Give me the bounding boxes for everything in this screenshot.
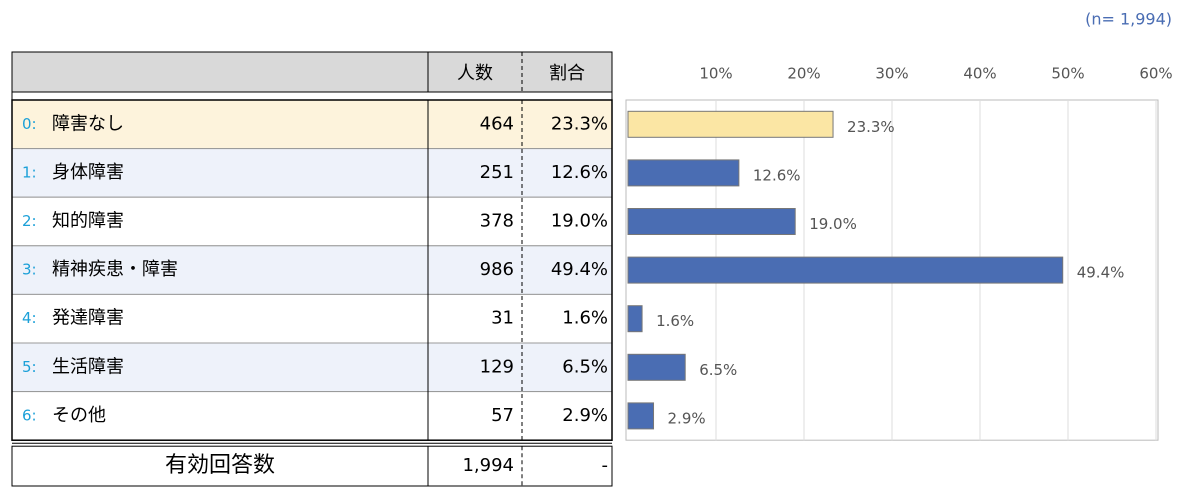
x-tick-label: 20% [787,65,820,83]
value-label: 12.6% [753,166,801,184]
row-count: 378 [480,211,514,232]
total-share: - [602,455,609,476]
value-label: 19.0% [809,215,857,233]
row-share: 2.9% [562,405,608,426]
row-count: 129 [480,356,514,377]
value-label: 49.4% [1077,264,1125,282]
bar [627,159,740,187]
row-label: 障害なし [52,113,124,134]
row-bg [11,293,613,344]
value-label: 23.3% [847,118,895,136]
bar [627,402,655,430]
row-count: 464 [480,113,514,134]
row-label: その他 [52,405,106,426]
row-share: 49.4% [551,259,608,280]
value-label: 2.9% [668,409,706,427]
value-label: 1.6% [656,312,694,330]
bar [627,110,834,138]
table-frame [11,99,613,441]
row-bg [11,245,613,295]
row-share: 1.6% [562,308,608,329]
row-label: 知的障害 [52,211,124,232]
total-label: 有効回答数 [165,453,275,478]
row-code: 6: [22,406,37,424]
bar [627,305,643,333]
sample-size: (n= 1,994) [1085,10,1172,29]
row-bg [11,342,613,393]
bar [627,208,796,235]
total-count: 1,994 [462,455,514,476]
row-share: 19.0% [551,211,608,232]
total-frame [11,445,613,487]
x-tick-label: 30% [875,65,908,83]
bar [627,353,686,381]
bar [627,256,1064,284]
row-count: 57 [491,405,514,426]
row-code: 1: [22,163,37,181]
row-label: 発達障害 [52,308,124,329]
row-code: 2: [22,212,37,230]
row-label: 生活障害 [52,356,124,377]
row-label: 精神疾患・障害 [52,259,178,280]
row-code: 5: [22,358,37,376]
value-label: 6.5% [699,361,737,379]
row-share: 23.3% [551,113,608,134]
row-share: 6.5% [562,356,608,377]
row-code: 0: [22,115,37,133]
column-header: 人数 [457,63,493,84]
x-tick-label: 10% [699,65,732,83]
row-bg [11,148,613,198]
row-bg [11,196,613,247]
x-tick-label: 60% [1139,65,1172,83]
x-tick-label: 50% [1051,65,1084,83]
header-bg [11,51,613,93]
row-bg [11,99,613,150]
row-count: 251 [480,162,514,183]
row-code: 4: [22,309,37,327]
row-share: 12.6% [551,162,608,183]
row-count: 31 [491,308,514,329]
row-label: 身体障害 [52,162,124,183]
x-tick-label: 40% [963,65,996,83]
row-code: 3: [22,261,37,279]
row-count: 986 [480,259,514,280]
column-header: 割合 [549,63,585,84]
